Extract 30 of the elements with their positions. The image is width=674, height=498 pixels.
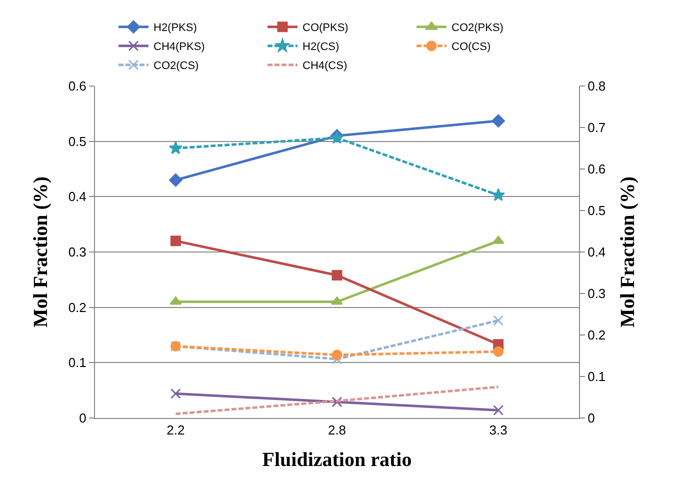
legend-label: CO2(PKS) — [452, 22, 504, 34]
y-tick-label: 0.5 — [68, 134, 86, 149]
y-axis-title: Mol Fraction (%) — [30, 176, 52, 328]
y2-tick-label: 0.7 — [588, 120, 606, 136]
x-tick-label: 2.8 — [328, 422, 346, 438]
y-tick-label: 0.3 — [68, 244, 86, 260]
y2-tick-label: 0.8 — [588, 78, 606, 94]
x-tick-label: 2.2 — [166, 422, 185, 438]
y2-tick-label: 0.6 — [588, 162, 606, 177]
y2-tick-label: 0.1 — [588, 369, 606, 384]
legend-label: CH4(CS) — [302, 60, 348, 72]
y-tick-label: 0 — [79, 410, 86, 426]
legend-label: CO(CS) — [452, 41, 491, 54]
y-tick-label: 0.2 — [68, 300, 86, 315]
x-axis-title: Fluidization ratio — [262, 449, 412, 472]
legend-label: H2(PKS) — [154, 22, 197, 34]
y2-axis-title: Mol Fraction (%) — [617, 176, 640, 328]
legend-label: CO(PKS) — [302, 22, 348, 34]
y-tick-label: 0.4 — [68, 189, 86, 204]
y2-tick-label: 0.2 — [588, 328, 606, 343]
y2-tick-label: 0.3 — [588, 286, 606, 302]
legend-label: CO2(CS) — [154, 60, 199, 72]
y-tick-label: 0.1 — [68, 355, 86, 370]
y2-tick-label: 0.5 — [588, 203, 606, 218]
y-tick-label: 0.6 — [68, 78, 86, 94]
y2-tick-label: 0 — [588, 410, 595, 426]
legend-label: CH4(PKS) — [154, 41, 205, 54]
x-tick-label: 3.3 — [489, 422, 508, 438]
legend-label: H2(CS) — [302, 41, 340, 54]
y2-tick-label: 0.4 — [588, 244, 606, 260]
